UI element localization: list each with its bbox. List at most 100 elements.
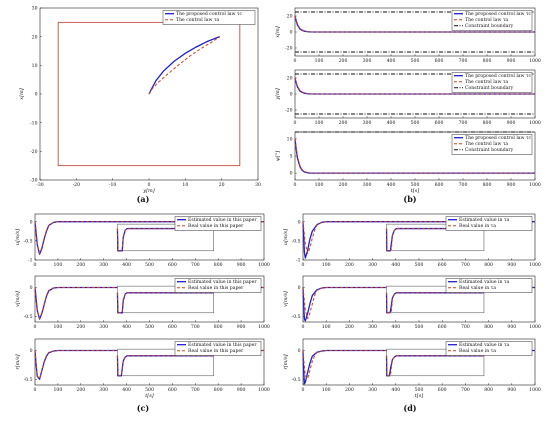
x-tick-label: 300	[368, 324, 377, 330]
x-tick-label: 600	[168, 387, 177, 393]
legend-label: Constraint boundary	[465, 147, 514, 153]
x-tick-label: 700	[459, 182, 468, 188]
x-tick-label: 100	[54, 262, 63, 268]
legend-label: The control law τa	[465, 141, 508, 147]
x-tick-label: 500	[415, 324, 424, 330]
x-tick-label: 800	[484, 324, 493, 330]
legend-box	[162, 10, 256, 25]
x-tick-label: 200	[76, 262, 85, 268]
legend-box	[451, 134, 533, 155]
series-line	[302, 287, 535, 320]
x-tick-label: 0	[294, 120, 297, 126]
x-tick-label: 300	[363, 120, 372, 126]
legend-box	[445, 341, 533, 356]
x-tick-label: 30	[255, 182, 261, 188]
legend-label: Real value in τa	[459, 223, 496, 229]
x-tick-label: 1000	[529, 324, 541, 330]
x-tick-label: 100	[315, 182, 324, 188]
y-tick-label: -0.5	[292, 377, 301, 383]
x-tick-label: 0	[302, 262, 305, 268]
legend-label: The control law τa	[176, 17, 219, 23]
x-tick-label: 300	[99, 324, 108, 330]
y-axis-label: u[m/s]	[283, 229, 289, 245]
x-tick-label: 100	[315, 120, 324, 126]
x-tick-label: 800	[483, 120, 492, 126]
x-tick-label: 800	[214, 324, 223, 330]
x-tick-label: 700	[461, 387, 470, 393]
x-tick-label: 400	[387, 120, 396, 126]
x-tick-label: -10	[109, 182, 116, 188]
legend-box	[174, 216, 262, 231]
x-tick-label: 600	[435, 120, 444, 126]
series-line	[386, 228, 484, 252]
chart-a: -30 -20 -10 0 10 20 30 -30 -20 -10 0 10 20 30 y[m] x[m]…	[19, 6, 261, 194]
x-tick-label: 900	[237, 387, 246, 393]
x-tick-label: 300	[363, 58, 372, 64]
y-tick-label: 5	[290, 154, 293, 160]
y-tick-label: 0	[290, 171, 293, 177]
x-tick-label: 700	[461, 324, 470, 330]
x-tick-label: 100	[322, 324, 331, 330]
x-axis-label: t[s]	[411, 188, 420, 194]
x-tick-label: 1000	[258, 387, 270, 393]
x-tick-label: 800	[483, 182, 492, 188]
y-axis-label: r[m/s]	[283, 354, 289, 369]
x-tick-label: 20	[219, 182, 225, 188]
x-tick-label: 0	[34, 262, 37, 268]
x-tick-label: 200	[76, 324, 85, 330]
panel-label-a: (a)	[137, 194, 150, 204]
x-tick-label: 500	[415, 262, 424, 268]
x-tick-label: 900	[507, 120, 516, 126]
x-tick-label: 300	[99, 387, 108, 393]
x-tick-label: 400	[391, 387, 400, 393]
x-tick-label: 100	[54, 387, 63, 393]
x-tick-label: 600	[438, 387, 447, 393]
x-tick-label: 0	[34, 324, 37, 330]
y-tick-label: 0	[290, 30, 293, 36]
x-tick-label: 300	[363, 182, 372, 188]
x-tick-label: 600	[435, 58, 444, 64]
x-tick-label: 700	[191, 387, 200, 393]
x-tick-label: 700	[459, 120, 468, 126]
y-tick-label: -0.5	[24, 377, 33, 383]
series-line	[386, 292, 484, 314]
y-tick-label: -0.5	[24, 238, 33, 244]
x-tick-label: 0	[148, 182, 151, 188]
legend-label: Estimated value in τa	[459, 217, 509, 223]
x-tick-label: 300	[368, 262, 377, 268]
x-tick-label: 800	[483, 58, 492, 64]
x-tick-label: 800	[484, 387, 493, 393]
legend-label: Real value in this paper	[188, 285, 244, 291]
series-line	[116, 228, 214, 252]
chart-d3: 0 100 200 300 400 500 600 700 800 900 1000-0.50t[s…	[283, 338, 541, 399]
x-axis-label: y[m]	[142, 188, 155, 194]
x-tick-label: 400	[391, 324, 400, 330]
x-tick-label: 1000	[529, 262, 541, 268]
x-tick-label: 1000	[258, 324, 270, 330]
x-tick-label: 600	[168, 262, 177, 268]
x-tick-label: -20	[73, 182, 80, 188]
x-tick-label: 900	[507, 182, 516, 188]
y-tick-label: -20	[30, 149, 37, 155]
y-tick-label: 0	[30, 285, 33, 291]
y-tick-label: -20	[285, 46, 292, 52]
x-tick-label: 800	[214, 387, 223, 393]
legend-label: The proposed control law τc	[176, 11, 242, 17]
x-tick-label: 100	[322, 262, 331, 268]
x-tick-label: 100	[322, 387, 331, 393]
y-axis-label: v[m/s]	[15, 291, 21, 307]
y-tick-label: 0	[290, 92, 293, 98]
y-axis-label: v[m/s]	[283, 291, 289, 307]
x-tick-label: 400	[122, 387, 131, 393]
series-line	[34, 350, 264, 380]
x-tick-label: 1000	[529, 120, 541, 126]
x-tick-label: 700	[191, 262, 200, 268]
